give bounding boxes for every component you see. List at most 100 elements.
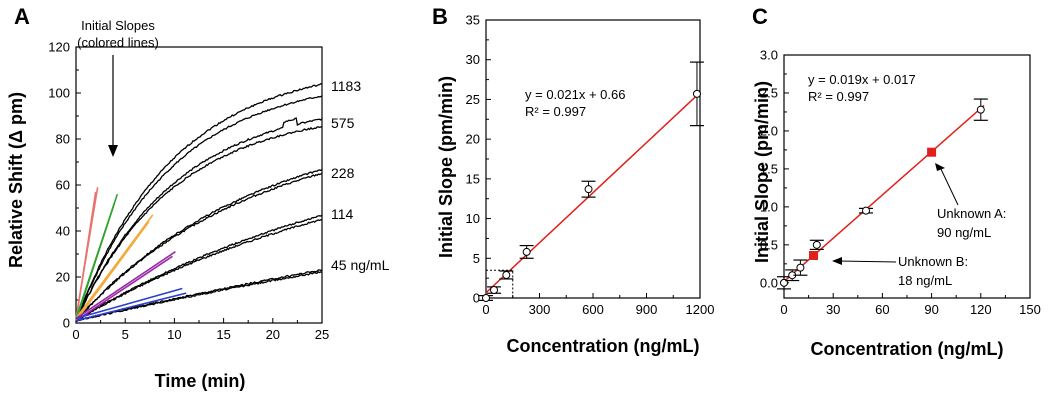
panel-c-data-point	[812, 240, 821, 249]
initial-slope-line-3-1	[75, 214, 154, 319]
binding-curve-4-2	[75, 219, 322, 322]
panel-b-data-point	[692, 89, 701, 98]
unknown-a-arrow-shaft	[939, 166, 959, 206]
panel-b-y-axis-title: Initial Slope (pm/min)	[436, 76, 456, 258]
panel-a-y-tick-label: 80	[56, 132, 70, 147]
panel-c-x-tick-label: 150	[1019, 302, 1041, 317]
panel-c-data-point	[796, 263, 805, 272]
panel-c-y-tick-label: 1.0	[760, 199, 778, 214]
panel-c-data-point	[862, 206, 870, 215]
curve-label: 1183	[331, 78, 361, 94]
panel-b-x-tick-label: 300	[529, 302, 551, 317]
panel-c-plot: 0 30 60 90 120 150 0.0 0.5 1.0 1.5 2.0 2.5 3.0	[760, 48, 1041, 318]
panel-b-x-tick-label: 0	[482, 302, 489, 317]
unknown-b-arrow-head	[832, 257, 842, 265]
panel-a-y-tick-label: 100	[48, 86, 70, 101]
panel-c-y-tick-label: 1.5	[760, 161, 778, 176]
panel-b-y-tick-label: 15	[466, 171, 480, 186]
panel-c-r-squared: R² = 0.997	[808, 89, 869, 104]
panel-b-x-axis-title: Concentration (ng/mL)	[507, 336, 700, 356]
initial-slopes-annotation-line1: Initial Slopes	[81, 18, 155, 33]
panel-b-fit-line	[485, 92, 701, 294]
panel-a-y-tick-label: 120	[48, 40, 70, 55]
panel-b-equation: y = 0.021x + 0.66	[525, 87, 625, 102]
panel-b-data-point	[490, 286, 499, 295]
panel-a-x-tick-label: 25	[315, 327, 329, 342]
panel-a-plot: 0 5 10 15 20 25 0 20 40 60 80 100 120 1183 575 228 114 45…	[48, 40, 389, 343]
panel-c-y-tick-label: 2.5	[760, 85, 778, 100]
curve-label: 114	[331, 206, 354, 222]
binding-curve-3-1	[75, 168, 323, 321]
panel-a-y-tick-label: 0	[63, 316, 70, 331]
panel-c-y-tick-label: 3.0	[760, 48, 778, 63]
panel-b-data-point	[584, 185, 593, 194]
panel-c-equation: y = 0.019x + 0.017	[808, 72, 916, 87]
panel-b-y-tick-label: 35	[466, 13, 480, 28]
panel-c-x-tick-label: 0	[780, 302, 787, 317]
binding-curve-5-2	[75, 271, 323, 322]
binding-curve-1-2	[75, 95, 323, 321]
curve-label: 228	[331, 165, 355, 181]
unknown-b-marker	[809, 250, 819, 260]
annotation-arrow-head	[108, 145, 118, 157]
panel-b-zoom-box	[485, 269, 514, 299]
panel-b: B 0 300 600 900 1200 0 5 10 15 20 25 30 35 y = 0.021…	[432, 4, 714, 356]
panel-c-y-tick-label: 0.5	[760, 237, 778, 252]
panel-b-data-point	[502, 270, 511, 279]
unknown-b-arrow-shaft	[837, 260, 897, 263]
panel-a-x-tick-label: 10	[167, 327, 181, 342]
panel-a: A Initial Slopes (colored lines) 0 5 10 15 2…	[6, 4, 390, 391]
initial-slope-line-4-2	[75, 255, 173, 322]
panel-b-data-point	[482, 294, 490, 302]
panel-a-x-tick-label: 15	[216, 327, 230, 342]
binding-curve-1-1	[75, 82, 323, 322]
curve-label: 575	[331, 115, 355, 131]
panel-a-y-tick-label: 60	[56, 178, 70, 193]
panel-b-plot: 0 300 600 900 1200 0 5 10 15 20 25 30 35	[466, 13, 715, 318]
panel-c-x-tick-label: 30	[826, 302, 840, 317]
panel-c-x-tick-label: 90	[924, 302, 938, 317]
binding-curve-3-2	[75, 173, 323, 322]
panel-c: C 0 30 60 90 120 150 0.0 0.5 1.0 1.5 2.0 2.5 3.0 y =…	[752, 4, 1041, 359]
initial-slope-line-5-1	[75, 287, 183, 320]
panel-b-x-tick-label: 600	[582, 302, 604, 317]
unknown-a-label: Unknown A:	[937, 206, 1006, 221]
unknown-b-value: 18 ng/mL	[898, 273, 952, 288]
panel-b-plot-frame	[485, 19, 701, 299]
panel-a-y-tick-label: 20	[56, 270, 70, 285]
panel-c-letter: C	[752, 4, 768, 29]
curve-label: 45 ng/mL	[331, 257, 390, 273]
panel-b-r-squared: R² = 0.997	[525, 104, 586, 119]
binding-curve-2-2	[75, 125, 323, 321]
panel-a-x-tick-label: 20	[266, 327, 280, 342]
panel-c-x-axis-title: Concentration (ng/mL)	[811, 339, 1004, 359]
initial-slopes-annotation-line2: (colored lines)	[77, 35, 159, 50]
unknown-a-value: 90 ng/mL	[937, 225, 991, 240]
panel-a-letter: A	[14, 4, 30, 29]
unknown-b-label: Unknown B:	[898, 254, 968, 269]
panel-c-x-tick-label: 60	[875, 302, 889, 317]
initial-slope-line-3-2	[75, 221, 150, 322]
panel-a-x-tick-label: 0	[72, 327, 79, 342]
panel-a-x-axis-title: Time (min)	[155, 371, 246, 391]
panel-b-data-point	[522, 247, 531, 256]
panel-c-x-tick-label: 120	[970, 302, 992, 317]
unknown-a-marker	[927, 147, 937, 157]
unknown-a-arrow-head	[935, 163, 945, 171]
panel-b-y-tick-label: 0	[473, 291, 480, 306]
panel-b-y-tick-label: 30	[466, 52, 480, 67]
panel-c-y-tick-label: 0.0	[760, 275, 778, 290]
panel-b-y-tick-label: 25	[466, 92, 480, 107]
panel-b-y-tick-label: 10	[466, 211, 480, 226]
panel-b-x-tick-label: 900	[636, 302, 658, 317]
panel-a-y-tick-label: 40	[56, 224, 70, 239]
panel-b-y-tick-label: 5	[473, 251, 480, 266]
panel-c-data-point	[976, 105, 985, 114]
panel-a-x-tick-label: 5	[122, 327, 129, 342]
initial-slope-line-2-2	[75, 203, 116, 321]
panel-b-x-tick-label: 1200	[686, 302, 715, 317]
initial-slope-line-4-1	[75, 251, 176, 320]
panel-b-letter: B	[432, 4, 448, 29]
initial-slope-line-5-2	[75, 292, 187, 322]
initial-slope-line-1-2	[75, 191, 97, 321]
